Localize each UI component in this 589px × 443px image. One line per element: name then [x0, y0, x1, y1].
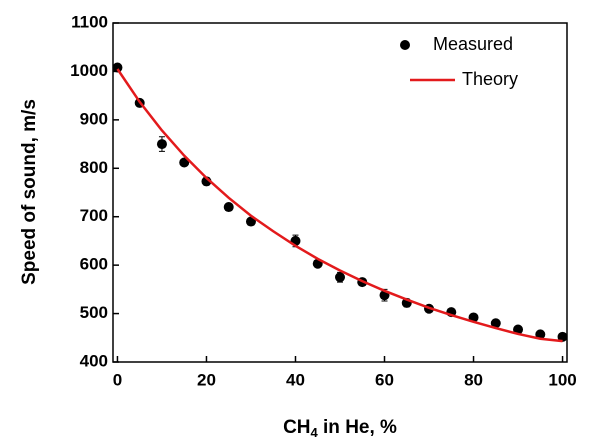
y-tick-label: 1100 [71, 12, 108, 31]
y-tick-label: 1000 [70, 61, 108, 80]
theory-line [116, 68, 563, 343]
data-point [156, 139, 167, 150]
data-point [557, 331, 568, 342]
y-axis-label: Speed of sound, m/s [19, 99, 40, 285]
x-tick-label: 20 [197, 370, 216, 389]
data-point [490, 318, 501, 329]
data-point [179, 157, 190, 168]
data-point [245, 216, 256, 227]
x-tick-label: 40 [286, 370, 305, 389]
legend-label: Measured [433, 34, 513, 54]
x-label-part: in He, % [318, 417, 397, 438]
data-point [223, 202, 234, 213]
x-tick-label: 0 [113, 370, 122, 389]
x-label-part: CH [283, 417, 310, 438]
x-axis-label: CH4 in He, % [283, 417, 397, 440]
y-tick-label: 900 [80, 109, 108, 128]
legend-label: Theory [462, 69, 518, 89]
data-point [112, 62, 123, 73]
data-point [535, 329, 546, 340]
legend-marker [400, 40, 410, 50]
x-tick-label: 60 [375, 370, 394, 389]
x-tick-label: 80 [464, 370, 483, 389]
y-tick-label: 600 [80, 255, 108, 274]
x-tick-label: 100 [548, 370, 576, 389]
y-tick-label: 700 [80, 206, 108, 225]
y-tick-label: 500 [80, 303, 108, 322]
x-label-subscript: 4 [311, 425, 319, 440]
plot-frame [112, 22, 568, 363]
y-tick-label: 800 [80, 158, 108, 177]
y-tick-label: 400 [80, 351, 108, 370]
data-point [335, 272, 345, 283]
